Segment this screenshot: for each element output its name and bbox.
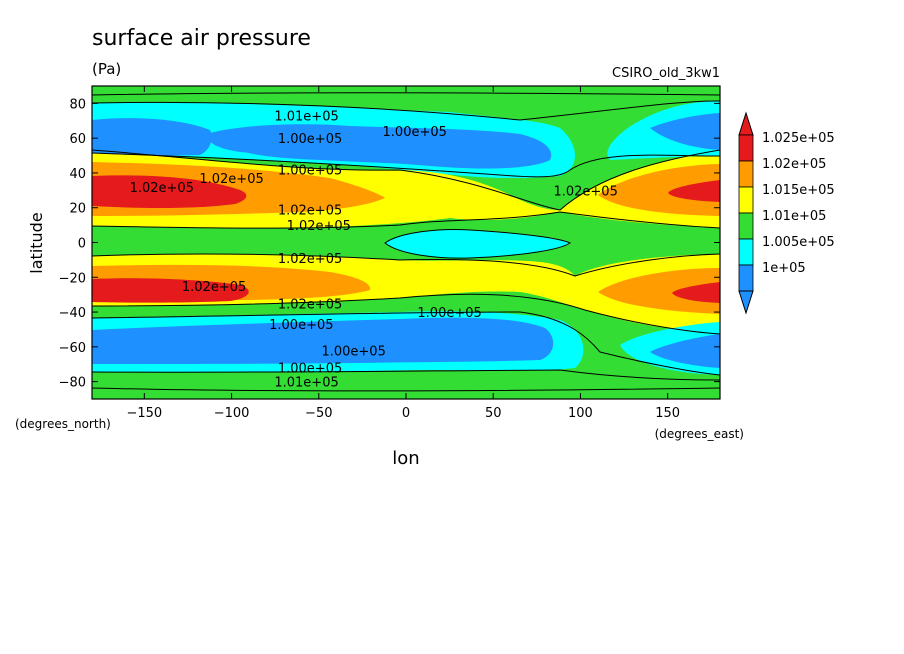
contour-line <box>92 293 720 335</box>
colorbar-swatch <box>738 238 754 266</box>
contour-label: 1.02e+05 <box>553 184 617 199</box>
colorbar-level-label: 1.005e+05 <box>762 235 835 250</box>
colorbar-level-label: 1.01e+05 <box>762 209 826 224</box>
chart-title: surface air pressure <box>92 26 311 51</box>
y-tick-label: 0 <box>78 237 86 252</box>
x-axis-label: lon <box>392 448 419 469</box>
colorbar-level-label: 1.025e+05 <box>762 131 835 146</box>
x-tick-label: 100 <box>568 406 593 421</box>
contour-line <box>92 311 720 376</box>
contour-label: 1.02e+05 <box>199 172 263 187</box>
contour-line <box>92 369 720 381</box>
y-axis-label: latitude <box>27 212 46 273</box>
x-tick-label: 50 <box>485 406 502 421</box>
y-tick-label: 60 <box>69 132 86 147</box>
contour-label: 1.02e+05 <box>278 297 342 312</box>
colorbar-swatch <box>738 186 754 214</box>
plot-area: 1.01e+051.00e+05 1.00e+051.00e+051.02e+05… <box>92 86 720 399</box>
north-high-band-orange <box>92 162 720 216</box>
y-tick-label: 80 <box>69 97 86 112</box>
colorbar-swatch <box>738 134 754 162</box>
south-low-core <box>92 325 524 356</box>
x-tick-label: −50 <box>305 406 332 421</box>
chart-units: (Pa) <box>92 60 121 78</box>
contour-label: 1.02e+05 <box>130 181 194 196</box>
y-tick-label: −20 <box>59 271 86 286</box>
contour-line <box>92 92 720 96</box>
north-low-core <box>225 135 515 165</box>
colorbar-level-label: 1e+05 <box>762 261 806 276</box>
contour-label: 1.01e+05 <box>274 110 338 125</box>
contour-line <box>92 152 720 178</box>
colorbar-swatch <box>738 160 754 188</box>
south-high-band-orange <box>92 264 720 314</box>
contour-label: 1.02e+05 <box>278 203 342 218</box>
contour-lines <box>92 92 720 392</box>
y-tick-label: 40 <box>69 167 86 182</box>
contour-labels: 1.01e+051.00e+05 1.00e+051.00e+051.02e+05… <box>130 110 618 391</box>
y-tick-label: −80 <box>59 376 86 391</box>
contour-line <box>92 211 720 229</box>
colorbar-level-label: 1.02e+05 <box>762 157 826 172</box>
contour-label: 1.00e+05 <box>383 125 447 140</box>
y-tick-label: 20 <box>69 202 86 217</box>
colorbar-level-label: 1.015e+05 <box>762 183 835 198</box>
colorbar-swatch <box>738 212 754 240</box>
x-tick-label: 0 <box>402 406 410 421</box>
y-tick-label: −60 <box>59 341 86 356</box>
north-high-core-east <box>668 180 720 202</box>
y-axis: −80 −60 −40 −20 0 20 40 60 80 <box>59 97 720 391</box>
contour-label: 1.02e+05 <box>278 252 342 267</box>
x-tick-label: −150 <box>126 406 162 421</box>
equatorial-low-cyan <box>385 229 570 259</box>
contour-label: 1.00e+05 <box>417 306 481 321</box>
contour-label: 1.00e+05 <box>321 344 385 359</box>
colorbar-extend-top <box>738 111 754 136</box>
contour-label: 1.02e+05 <box>182 280 246 295</box>
y-tick-label: −40 <box>59 306 86 321</box>
contour-label: 1.00e+05 <box>278 132 342 147</box>
contour-line <box>92 100 720 121</box>
x-tick-label: −100 <box>214 406 250 421</box>
south-high-core-east <box>672 282 720 303</box>
contour-label: 1.00e+05 <box>269 318 333 333</box>
contour-label: 1.00e+05 <box>278 163 342 178</box>
contour-label: 1.01e+05 <box>274 376 338 391</box>
colorbar-extend-bottom <box>738 290 754 315</box>
colorbar-swatch <box>738 264 754 292</box>
x-units-label: (degrees_east) <box>655 427 744 441</box>
contour-line <box>92 387 720 392</box>
model-label: CSIRO_old_3kw1 <box>612 66 720 81</box>
contour-label: 1.02e+05 <box>287 219 351 234</box>
south-high-core-west <box>92 278 249 303</box>
x-tick-label: 150 <box>655 406 680 421</box>
x-axis: −150 −100 −50 0 50 100 150 <box>126 86 680 421</box>
north-high-core-west <box>92 175 247 208</box>
contour-line <box>384 229 571 259</box>
contour-label: 1.00e+05 <box>278 362 342 377</box>
contour-line <box>92 253 720 277</box>
y-units-label: (degrees_north) <box>15 417 111 431</box>
contour-line <box>92 149 720 211</box>
colorbar-legend: 1.025e+05 1.02e+05 1.015e+05 1.01e+05 1.005e… <box>738 111 835 315</box>
